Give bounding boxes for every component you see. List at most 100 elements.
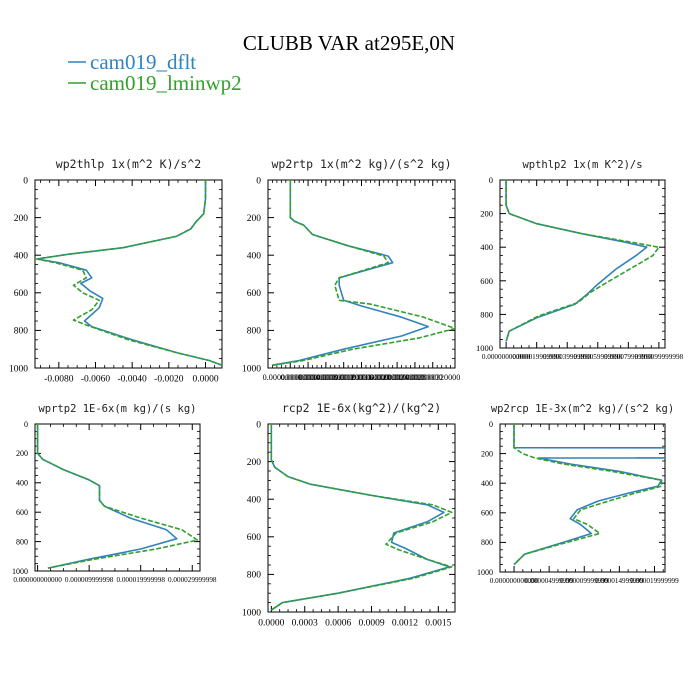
x-tick-label: 0.000014999999: [595, 577, 644, 585]
panel-3: wpthlp2 1x(m K^2)/s020040060080010000.00…: [476, 159, 684, 361]
y-tick-label: 1000: [242, 608, 261, 618]
legend: cam019_dflt cam019_lminwp2: [68, 50, 242, 95]
x-tick-label: 0.000000000000: [13, 576, 62, 584]
panel-title: wp2rtp 1x(m^2 kg)/(s^2 kg): [271, 157, 451, 171]
series-line-cam019_lminwp2: [270, 424, 453, 611]
y-tick-label: 0: [256, 176, 261, 186]
x-tick-label: 0.000000080000: [298, 373, 353, 382]
panel-2: wp2rtp 1x(m^2 kg)/(s^2 kg) 0 200 400 600 800 1…: [242, 157, 460, 382]
panel-4: wprtp2 1E-6x(m kg)/(s kg) 0 200 400 600 800 10…: [12, 403, 217, 584]
y-tick-label: 1000: [12, 567, 28, 576]
x-tick-label: 0.000000000000: [263, 373, 318, 382]
x-tick-label: 0.000000200000: [352, 373, 407, 382]
series-line-cam019_lminwp2: [513, 424, 663, 566]
series-line-cam019_lminwp2: [36, 424, 199, 569]
y-tick-label: 200: [247, 214, 262, 224]
series-line-cam019_dflt: [36, 424, 178, 569]
series-line-cam019_lminwp2: [505, 180, 660, 342]
series-line-cam019_lminwp2: [272, 180, 455, 366]
y-tick-label: 600: [247, 533, 262, 543]
x-tick-label: 0.0003: [292, 619, 318, 629]
y-tick-label: 0: [256, 420, 261, 430]
y-tick-label: 0: [23, 176, 28, 186]
plot-frame: [267, 179, 456, 369]
x-tick-label: 0.000009999998: [65, 576, 114, 584]
x-tick-label: 0.000079999998: [604, 353, 653, 361]
x-tick-label: 0.000000320000: [405, 373, 460, 382]
series-line-cam019_dflt: [35, 180, 222, 366]
x-tick-label: -0.0020: [154, 375, 184, 385]
figure-title: CLUBB VAR at295E,0N: [243, 31, 455, 55]
y-tick-label: 400: [247, 252, 262, 262]
y-tick-label: 400: [247, 496, 262, 506]
y-tick-label: 600: [16, 508, 28, 517]
y-tick-label: 200: [480, 209, 493, 219]
y-tick-label: 1000: [9, 364, 28, 374]
x-tick-label: 0.0009: [358, 619, 384, 629]
panel-title: wpthlp2 1x(m K^2)/s: [522, 159, 642, 171]
x-tick-label: 0.0012: [392, 619, 418, 629]
x-tick-label: -0.0080: [44, 375, 74, 385]
x-tick-label: 0.000004999999: [525, 577, 574, 585]
panel-5: rcp2 1E-6x(kg^2)/(kg^2) 0 200 400 600 800 1000…: [242, 401, 456, 629]
y-tick-label: 800: [14, 327, 29, 337]
x-tick-label: 0.000019999999: [630, 577, 679, 585]
series-line-cam019_dflt: [505, 180, 648, 342]
y-tick-label: 600: [247, 289, 262, 299]
plot-frame: [267, 423, 456, 613]
y-tick-label: 800: [481, 538, 493, 547]
x-tick-label: 0.0000: [192, 375, 218, 385]
panels: wp2thlp 1x(m^2 K)/s^2 0 200 400 600 800 1000 -0…: [9, 157, 684, 629]
x-tick-label: 0.0000: [258, 619, 284, 629]
x-tick-label: 0.000000240000: [369, 373, 424, 382]
panel-title: wp2rcp 1E-3x(m^2 kg)/(s^2 kg): [491, 403, 674, 415]
x-tick-label: 0.0015: [425, 619, 451, 629]
y-tick-label: 800: [247, 327, 262, 337]
y-tick-label: 0: [489, 420, 493, 429]
y-tick-label: 200: [247, 458, 262, 468]
x-tick-label: 0.000099999998: [635, 353, 684, 361]
series-line-cam019_dflt: [513, 424, 665, 566]
y-tick-label: 800: [16, 537, 28, 546]
x-tick-label: 0.000059999998: [574, 353, 623, 361]
legend-label-lminwp2: cam019_lminwp2: [90, 71, 242, 95]
y-tick-label: 200: [481, 449, 493, 458]
y-tick-label: 600: [481, 509, 493, 518]
x-tick-label: 0.0006: [325, 619, 351, 629]
x-tick-label: 0.000009999999: [560, 577, 609, 585]
y-tick-label: 1000: [242, 364, 261, 374]
x-tick-label: 0.000000280000: [387, 373, 442, 382]
legend-label-dflt: cam019_dflt: [90, 50, 196, 74]
x-tick-label: 0.000000040000: [280, 373, 335, 382]
panel-6: wp2rcp 1E-3x(m^2 kg)/(s^2 kg) 0 200 400 600 8…: [477, 403, 679, 585]
x-tick-label: 0.000000120000: [316, 373, 371, 382]
panel-title: rcp2 1E-6x(kg^2)/(kg^2): [282, 401, 441, 415]
series-line-cam019_dflt: [272, 180, 430, 366]
x-tick-label: 0.000000160000: [334, 373, 389, 382]
y-tick-label: 400: [14, 252, 29, 262]
x-tick-label: 0.000029999998: [168, 576, 217, 584]
y-tick-label: 200: [16, 449, 28, 458]
y-tick-label: 0: [24, 420, 28, 429]
plot-frame: [499, 423, 666, 573]
x-tick-label: 0.000019999998: [512, 353, 561, 361]
x-tick-label: 0.000039999998: [543, 353, 592, 361]
series-line-cam019_dflt: [270, 424, 451, 611]
y-tick-label: 0: [489, 175, 493, 185]
panel-title: wprtp2 1E-6x(m kg)/(s kg): [38, 403, 196, 415]
panel-1: wp2thlp 1x(m^2 K)/s^2 0 200 400 600 800 1000 -0…: [9, 157, 223, 385]
y-tick-label: 800: [480, 309, 493, 319]
panel-title: wp2thlp 1x(m^2 K)/s^2: [56, 157, 201, 171]
y-tick-label: 800: [247, 571, 262, 581]
y-tick-label: 600: [14, 289, 29, 299]
plot-frame: [34, 423, 201, 572]
x-tick-label: 0.000000000000: [490, 577, 539, 585]
series-line-cam019_lminwp2: [35, 180, 222, 366]
x-tick-label: -0.0060: [81, 375, 111, 385]
x-tick-label: 0.000000000000: [482, 353, 531, 361]
y-tick-label: 400: [16, 479, 28, 488]
y-tick-label: 600: [480, 276, 493, 286]
y-tick-label: 400: [481, 479, 493, 488]
y-tick-label: 200: [14, 214, 29, 224]
